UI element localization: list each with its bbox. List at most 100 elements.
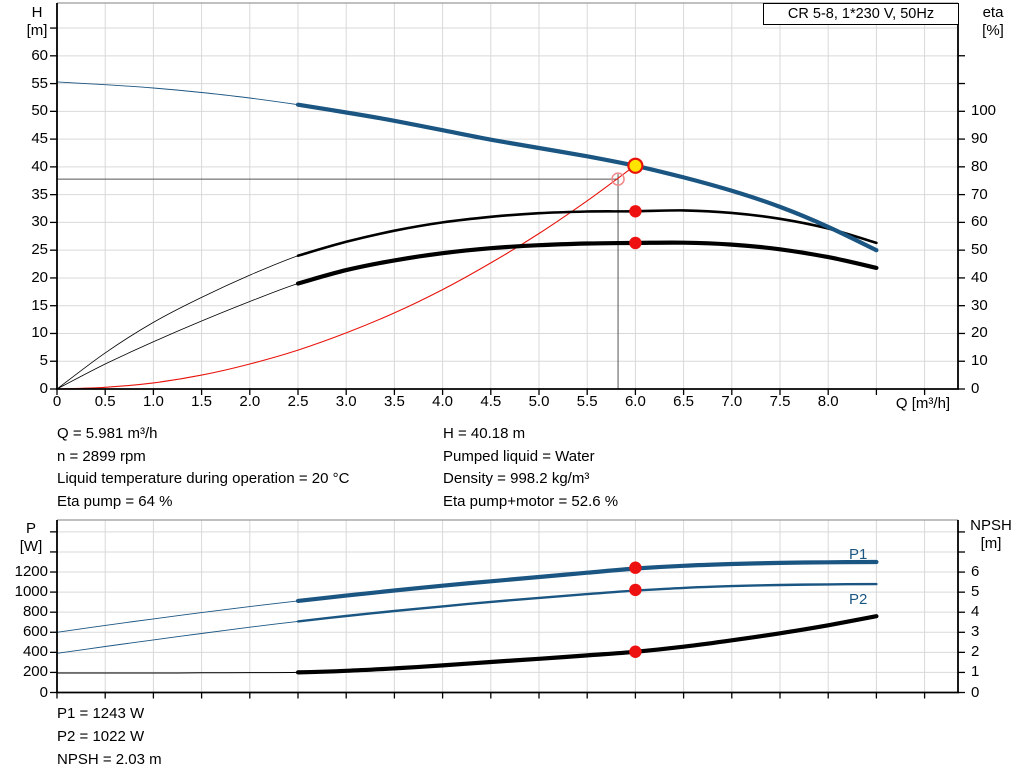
info-liquid-temperature: Liquid temperature during operation = 20… [57, 470, 350, 487]
curve-eta-pump-thin [56, 209, 877, 390]
p_npsh-right-tick-label: 3 [971, 623, 980, 641]
p1-curve-label: P1 [849, 546, 868, 563]
curve-eta-pump-motor-thin [56, 242, 877, 390]
info-density: Density = 998.2 kg/m³ [443, 470, 590, 487]
qh_eta-right-tick-label: 90 [971, 130, 988, 148]
p_npsh-right-tick-label: 0 [971, 683, 980, 701]
curve-system-thin [56, 164, 636, 390]
p_npsh-left-tick-label: 800 [22, 603, 48, 621]
qh_eta-x-tick-label: 7.0 [721, 393, 743, 410]
qh_eta-x-tick-label: 6.5 [673, 393, 695, 410]
operating-point-dot [629, 583, 642, 597]
npsh-axis-title-line1: NPSH [970, 517, 1012, 534]
h-axis-title-line2: [m] [26, 22, 48, 39]
p_npsh-right-tick-label: 4 [971, 603, 980, 621]
requested-point-marker [611, 172, 625, 186]
qh_eta-left-tick-label: 50 [31, 102, 48, 120]
p-axis-title: P [W] [8, 520, 54, 556]
qh_eta-right-tick-label: 70 [971, 185, 988, 203]
info-p1: P1 = 1243 W [57, 705, 145, 722]
qh_eta-left-tick-label: 25 [31, 241, 48, 259]
p-axis-title-line1: P [25, 520, 36, 537]
p-axis-title-line2: [W] [19, 538, 43, 555]
p_npsh-right-tick-label: 1 [971, 663, 980, 681]
info-flow: Q = 5.981 m³/h [57, 425, 158, 442]
curve-eta-pump-thick [296, 209, 878, 257]
curve-qh-thin [56, 81, 877, 251]
qh_eta-right-tick-label: 10 [971, 352, 988, 370]
qh_eta-right-tick-label: 100 [971, 102, 997, 120]
qh_eta-left-tick-label: 45 [31, 130, 48, 148]
duty-point-marker[interactable] [627, 157, 644, 174]
info-head: H = 40.18 m [443, 425, 526, 442]
p_npsh-left-tick-label: 0 [39, 683, 48, 701]
h-axis-title-line1: H [31, 4, 43, 21]
pump-title-box: CR 5-8, 1*230 V, 50Hz [763, 3, 959, 25]
qh_eta-x-tick-label: 1.0 [142, 393, 164, 410]
p_npsh-right-tick-label: 5 [971, 583, 980, 601]
qh_eta-left-tick-label: 10 [31, 324, 48, 342]
qh_eta-x-tick-label: 5.5 [576, 393, 598, 410]
curve-qh-thick [295, 102, 879, 253]
p_npsh-right-tick-label: 6 [971, 563, 980, 581]
qh_eta-right-tick-label: 0 [971, 380, 980, 397]
operating-point-dot [629, 561, 642, 574]
p_npsh-left-tick-label: 1000 [14, 583, 48, 601]
qh_eta-left-tick-label: 15 [31, 296, 48, 314]
operating-point-dot [629, 205, 642, 218]
qh_eta-right-tick-label: 50 [971, 241, 988, 259]
qh_eta-right-tick-label: 80 [971, 157, 988, 175]
qh_eta-x-tick-label: 8.0 [817, 393, 839, 410]
qh_eta-right-tick-label: 40 [971, 268, 988, 286]
p_npsh-left-tick-label: 200 [22, 663, 48, 681]
curve-npsh-thick [295, 614, 879, 675]
h-axis-title: H [m] [14, 4, 60, 40]
eta-axis-title: eta [%] [969, 4, 1017, 40]
qh_eta-x-tick-label: 4.0 [432, 393, 454, 410]
curve-p2-thick [296, 582, 878, 623]
npsh-axis-title: NPSH [m] [962, 517, 1020, 553]
qh_eta-left-tick-label: 5 [39, 352, 48, 370]
qh_eta-left-tick-label: 55 [31, 74, 48, 92]
info-eta-pump: Eta pump = 64 % [57, 493, 173, 510]
qh_eta-right-tick-label: 30 [971, 296, 988, 314]
qh_eta-x-tick-label: 5.0 [528, 393, 550, 410]
qh_eta-x-tick-label: 2.0 [239, 393, 261, 410]
qh_eta-x-tick-label: 1.5 [191, 393, 213, 410]
p2-curve-label: P2 [849, 591, 868, 608]
p_npsh-right-tick-label: 2 [971, 643, 980, 661]
qh_eta-x-tick-label: 3.5 [383, 393, 405, 410]
qh_eta-x-tick-label: 3.0 [335, 393, 357, 410]
info-npsh: NPSH = 2.03 m [57, 751, 162, 768]
info-p2: P2 = 1022 W [57, 728, 145, 745]
qh_eta-left-tick-label: 35 [31, 185, 48, 203]
info-speed: n = 2899 rpm [57, 448, 146, 465]
curve-p1-thin [56, 561, 877, 633]
qh_eta-x-tick-label: 0.5 [94, 393, 116, 410]
qh_eta-left-tick-label: 20 [31, 268, 48, 286]
qh_eta-left-tick-label: 0 [39, 380, 48, 397]
qh_eta-x-tick-label: 0 [52, 393, 62, 410]
qh_eta-right-tick-label: 60 [971, 213, 988, 231]
curve-p1-thick [295, 559, 879, 603]
info-pumped-liquid: Pumped liquid = Water [443, 448, 595, 465]
p_npsh-left-tick-label: 600 [22, 623, 48, 641]
operating-point-dot [629, 645, 642, 658]
q-axis-title: Q [m³/h] [895, 395, 951, 412]
qh_eta-x-tick-label: 4.5 [480, 393, 502, 410]
p_npsh-left-tick-label: 1200 [14, 563, 48, 581]
qh_eta-x-tick-label: 7.5 [769, 393, 791, 410]
curve-eta-pump-motor-thick [295, 240, 879, 286]
curve-p2-thin [56, 583, 877, 654]
info-eta-pump-motor: Eta pump+motor = 52.6 % [443, 493, 619, 510]
qh_eta-left-tick-label: 60 [31, 46, 48, 64]
qh_eta-x-tick-label: 6.0 [624, 393, 646, 410]
qh_eta-left-tick-label: 40 [31, 157, 48, 175]
qh_eta-left-tick-label: 30 [31, 213, 48, 231]
npsh-axis-title-line2: [m] [980, 535, 1002, 552]
eta-axis-title-line1: eta [982, 4, 1004, 21]
eta-axis-title-line2: [%] [982, 22, 1004, 39]
p_npsh-left-tick-label: 400 [22, 643, 48, 661]
